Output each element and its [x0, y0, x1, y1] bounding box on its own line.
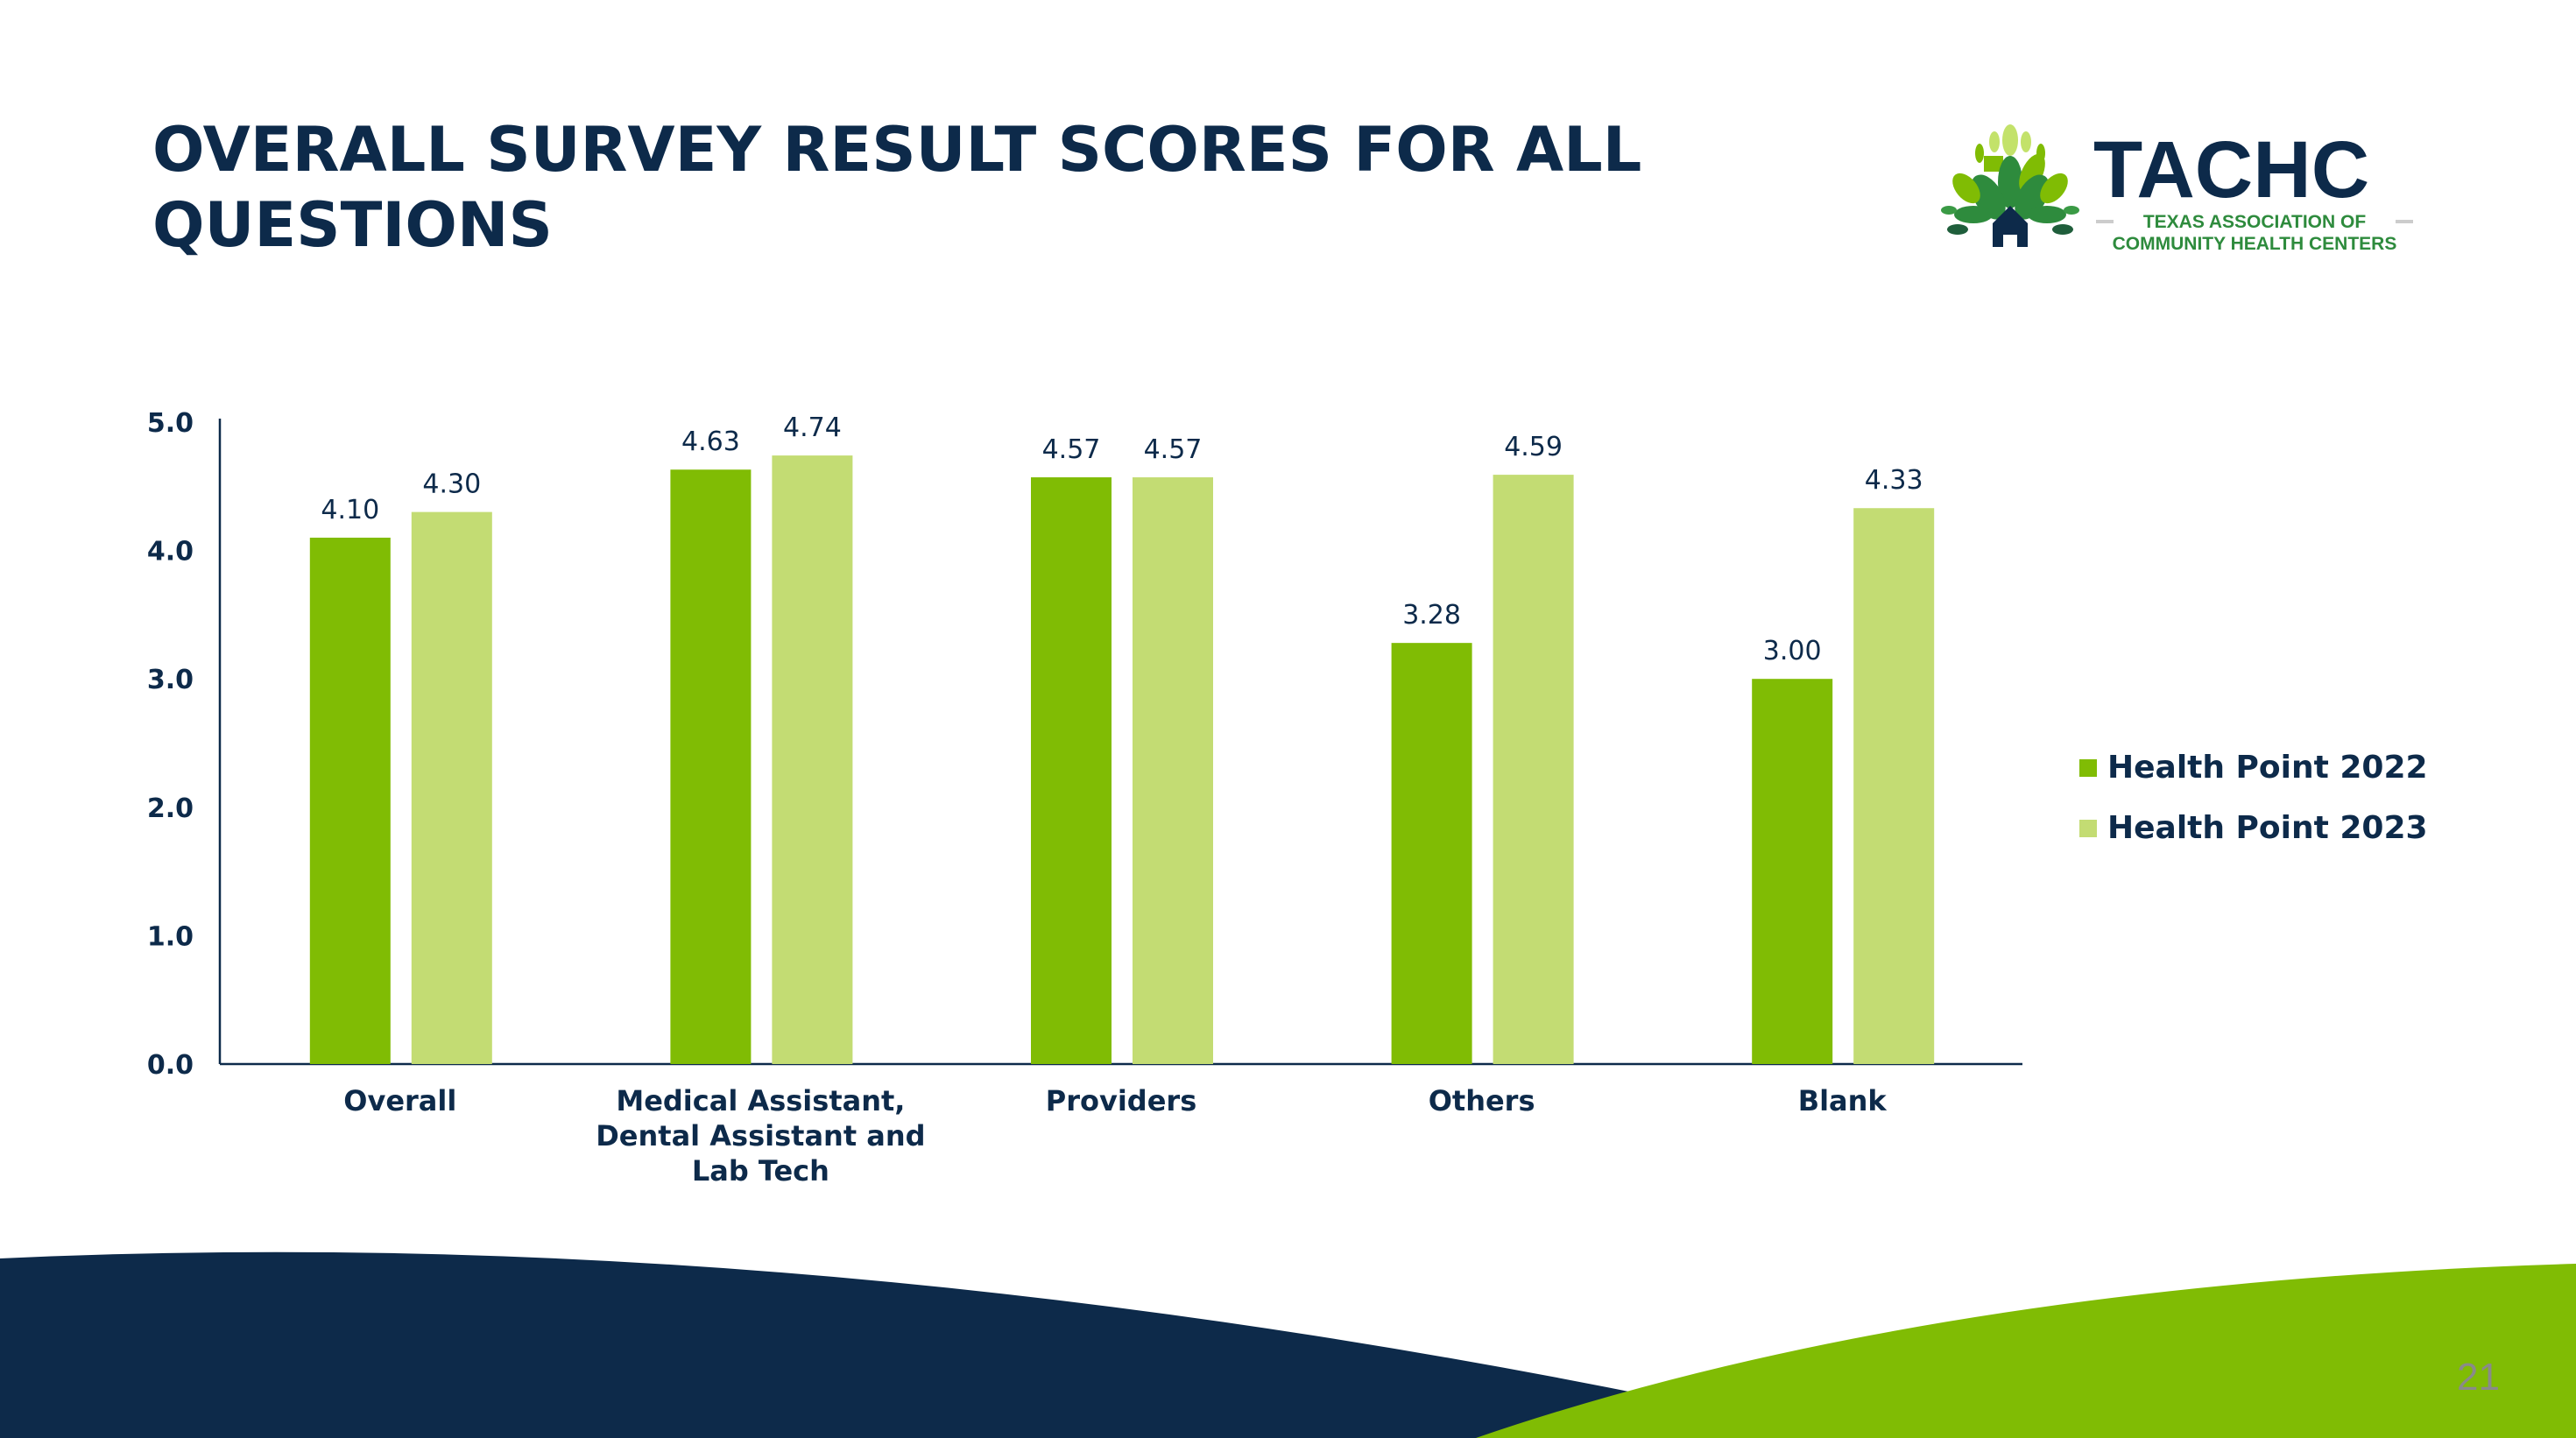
- bar-2022: [1391, 643, 1472, 1064]
- x-tick-label: Blank: [1798, 1084, 1888, 1117]
- x-tick-label: Dental Assistant and: [596, 1119, 925, 1153]
- data-label: 3.28: [1402, 600, 1461, 631]
- logo-subtitle-2: COMMUNITY HEALTH CENTERS: [2113, 234, 2397, 254]
- bar-2023: [772, 455, 853, 1064]
- data-label: 4.59: [1504, 432, 1563, 462]
- bar-2023: [411, 511, 492, 1064]
- x-tick-label: Lab Tech: [692, 1154, 829, 1188]
- bar-2022: [1752, 679, 1833, 1064]
- tachc-logo: TACHC TEXAS ASSOCIATION OF COMMUNITY HEA…: [1923, 114, 2413, 254]
- y-tick-label: 1.0: [147, 921, 194, 952]
- green-wave: [1476, 1264, 2576, 1438]
- legend-item-2022: Health Point 2022: [2079, 750, 2428, 786]
- data-label: 4.63: [681, 426, 740, 457]
- y-tick-label: 0.0: [147, 1050, 194, 1081]
- bar-2023: [1133, 477, 1213, 1064]
- y-tick-label: 2.0: [147, 793, 194, 824]
- data-label: 4.74: [783, 412, 842, 443]
- navy-wave: [0, 1251, 1655, 1438]
- data-label: 3.00: [1763, 636, 1822, 666]
- x-tick-label: Providers: [1046, 1084, 1196, 1117]
- data-label: 4.57: [1144, 434, 1203, 465]
- legend-label-2023: Health Point 2023: [2107, 810, 2428, 846]
- data-label: 4.30: [422, 469, 481, 500]
- tree-icon: [1941, 124, 2079, 247]
- data-label: 4.10: [321, 495, 379, 525]
- bar-2023: [1853, 508, 1935, 1064]
- bar-2022: [670, 469, 752, 1064]
- legend-swatch-2022: [2079, 758, 2097, 777]
- legend-swatch-2023: [2079, 819, 2097, 837]
- legend-label-2022: Health Point 2022: [2107, 750, 2428, 786]
- page-number: 21: [2457, 1356, 2500, 1399]
- y-tick-label: 3.0: [147, 665, 194, 695]
- x-tick-label: Medical Assistant,: [616, 1084, 905, 1117]
- data-label: 4.33: [1865, 465, 1923, 496]
- y-tick-label: 5.0: [147, 408, 194, 439]
- bar-2023: [1493, 475, 1574, 1064]
- logo-name: TACHC: [2093, 125, 2369, 215]
- logo-subtitle-1: TEXAS ASSOCIATION OF: [2143, 212, 2367, 232]
- bar-2022: [1031, 477, 1112, 1064]
- x-tick-label: Others: [1429, 1084, 1535, 1117]
- page-title: OVERALL SURVEY RESULT SCORES FOR ALL QUE…: [152, 114, 1642, 261]
- x-tick-label: Overall: [343, 1084, 456, 1117]
- data-label: 4.57: [1042, 434, 1101, 465]
- bar-2022: [309, 537, 391, 1064]
- y-tick-label: 4.0: [147, 537, 194, 567]
- legend-item-2023: Health Point 2023: [2079, 810, 2428, 846]
